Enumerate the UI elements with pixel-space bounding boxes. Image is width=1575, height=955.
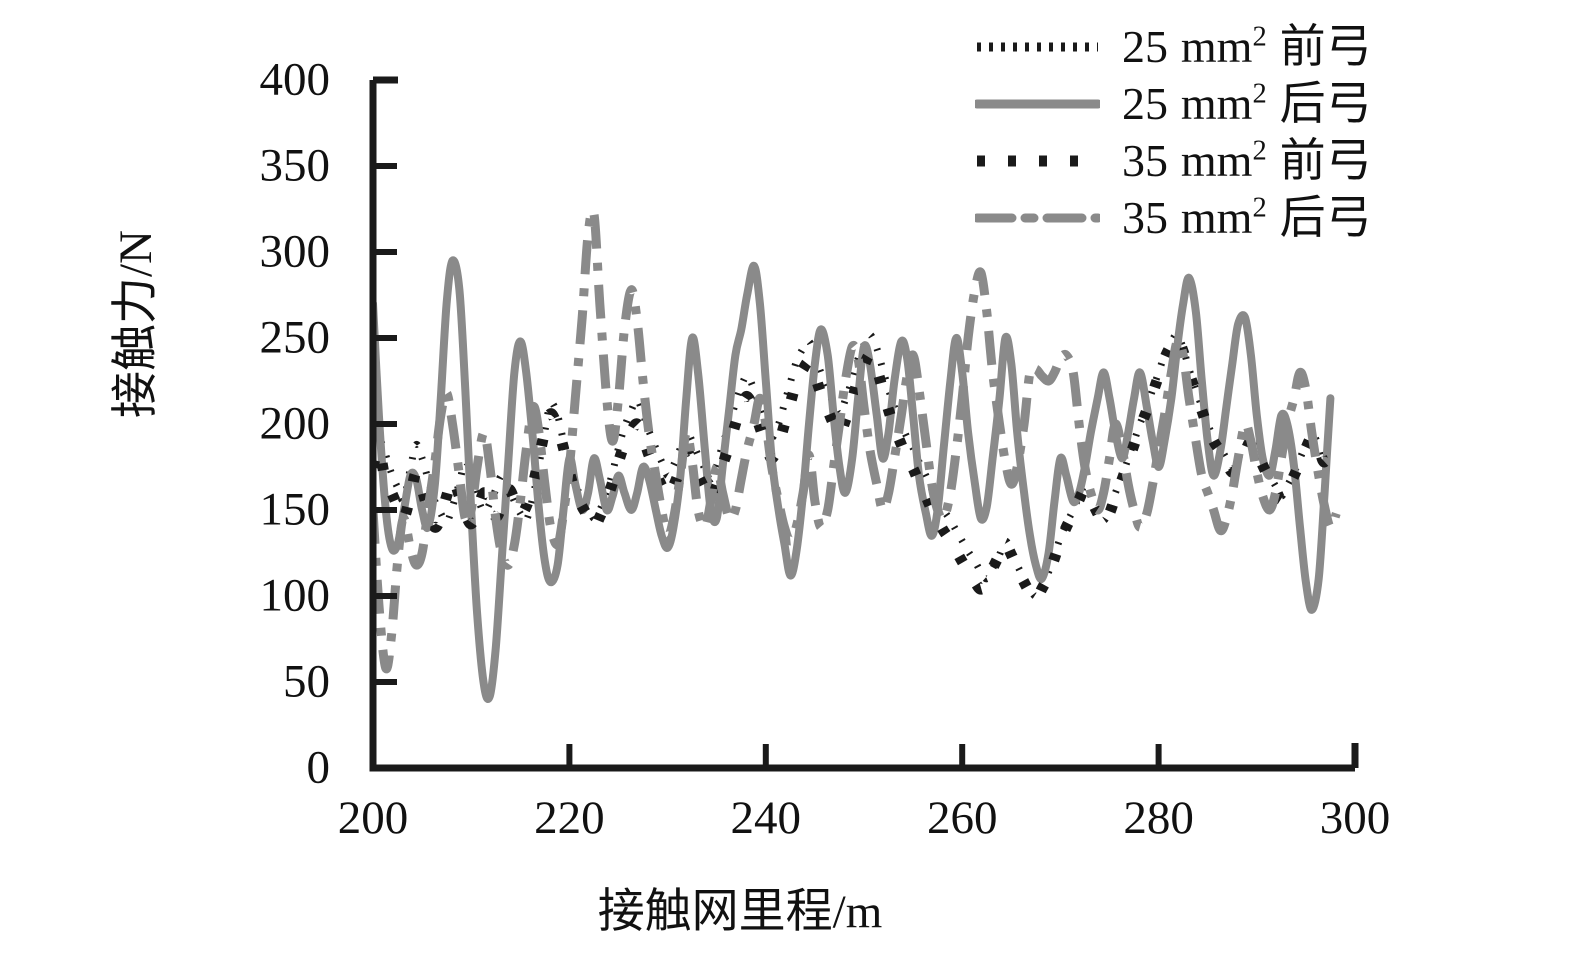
y-tick-label: 100 <box>259 569 331 622</box>
x-tick-label: 260 <box>926 792 998 844</box>
y-tick-label: 150 <box>259 483 331 536</box>
legend-swatch-fine-dotted-icon <box>975 36 1100 58</box>
x-tick-label: 240 <box>730 792 802 844</box>
legend-label-1: 25 mm2 前弓 <box>1122 20 1372 72</box>
x-axis-ticks <box>370 744 1358 768</box>
series-group <box>373 205 1341 703</box>
y-tick-label: 250 <box>259 311 331 364</box>
x-tick-label: 220 <box>534 792 605 844</box>
legend-swatch-coarse-dotted-icon <box>975 150 1100 172</box>
y-tick-label: 400 <box>259 53 331 106</box>
legend-item-2[interactable]: 25 mm2 后弓 <box>972 75 1555 132</box>
x-axis-title: 接触网里程/m <box>597 886 883 938</box>
legend-label-3: 35 mm2 前弓 <box>1122 134 1372 186</box>
x-tick-label: 300 <box>1319 792 1391 844</box>
legend-label-2: 25 mm2 后弓 <box>1122 77 1372 129</box>
y-tick-label: 300 <box>259 225 331 278</box>
series-line-4 <box>373 205 1341 674</box>
legend-label-4: 35 mm2 后弓 <box>1122 191 1372 243</box>
y-tick-label: 200 <box>259 397 331 450</box>
y-tick-label: 350 <box>259 139 331 192</box>
chart-legend: 25 mm2 前弓 25 mm2 后弓 35 mm2 前弓 35 mm2 后弓 <box>972 18 1555 246</box>
legend-item-3[interactable]: 35 mm2 前弓 <box>975 132 1555 189</box>
legend-swatch-solid-icon <box>972 93 1103 115</box>
y-tick-label: 0 <box>306 741 331 794</box>
legend-item-1[interactable]: 25 mm2 前弓 <box>975 18 1555 75</box>
x-tick-label: 200 <box>337 792 409 844</box>
legend-swatch-dash-dot-icon <box>972 207 1103 229</box>
y-axis-title: 接触力/N <box>110 230 162 418</box>
legend-item-4[interactable]: 35 mm2 后弓 <box>972 189 1555 246</box>
y-tick-label: 50 <box>283 655 330 708</box>
x-tick-label: 280 <box>1123 792 1194 844</box>
axis-group <box>369 76 1359 772</box>
series-line-2 <box>373 256 1335 703</box>
